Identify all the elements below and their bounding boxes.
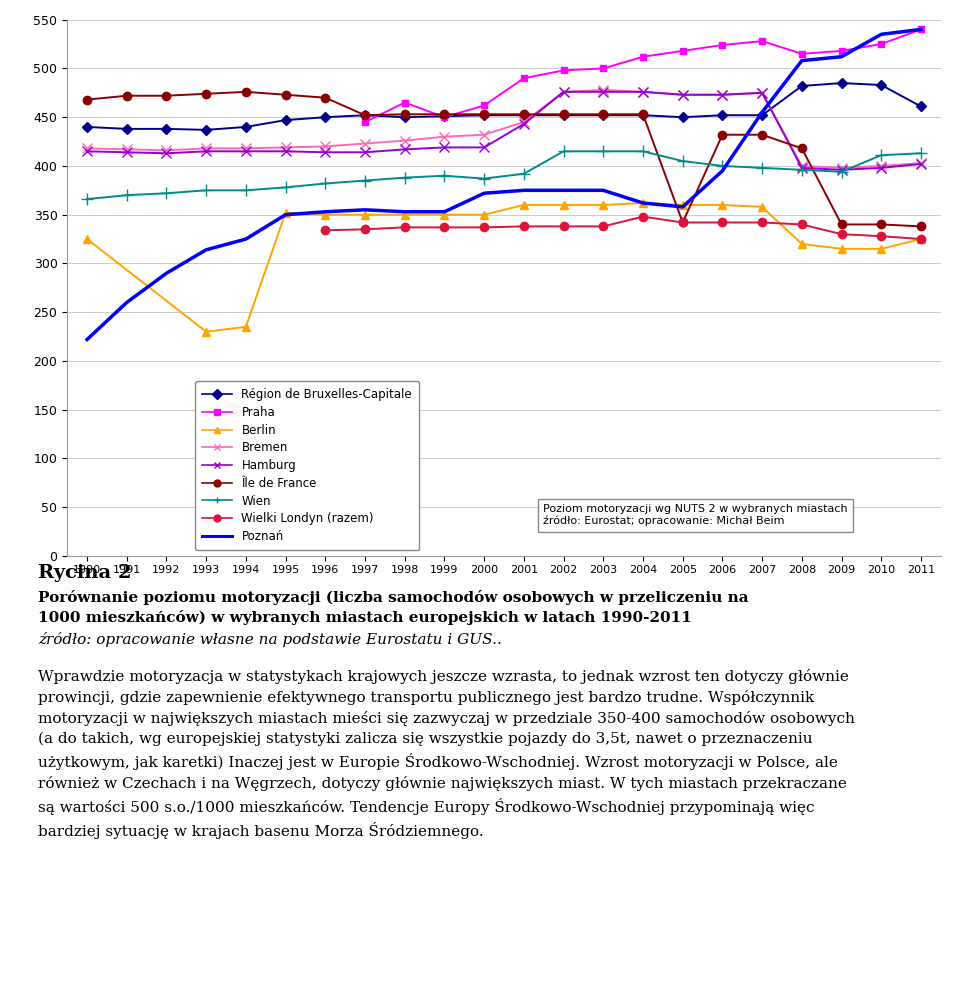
Text: źródło: opracowanie własne na podstawie Eurostatu i GUS..: źródło: opracowanie własne na podstawie … xyxy=(38,632,502,646)
Legend: Région de Bruxelles-Capitale, Praha, Berlin, Bremen, Hamburg, Île de France, Wie: Région de Bruxelles-Capitale, Praha, Ber… xyxy=(196,381,420,550)
Text: Porównanie poziomu motoryzacji (liczba samochodów osobowych w przeliczeniu na
10: Porównanie poziomu motoryzacji (liczba s… xyxy=(38,590,749,625)
Text: Rycina 2: Rycina 2 xyxy=(38,564,132,582)
Text: Wprawdzie motoryzacja w statystykach krajowych jeszcze wzrasta, to jednak wzrost: Wprawdzie motoryzacja w statystykach kra… xyxy=(38,669,855,839)
Text: Poziom motoryzacji wg NUTS 2 w wybranych miastach
źródło: Eurostat; opracowanie:: Poziom motoryzacji wg NUTS 2 w wybranych… xyxy=(543,504,848,526)
